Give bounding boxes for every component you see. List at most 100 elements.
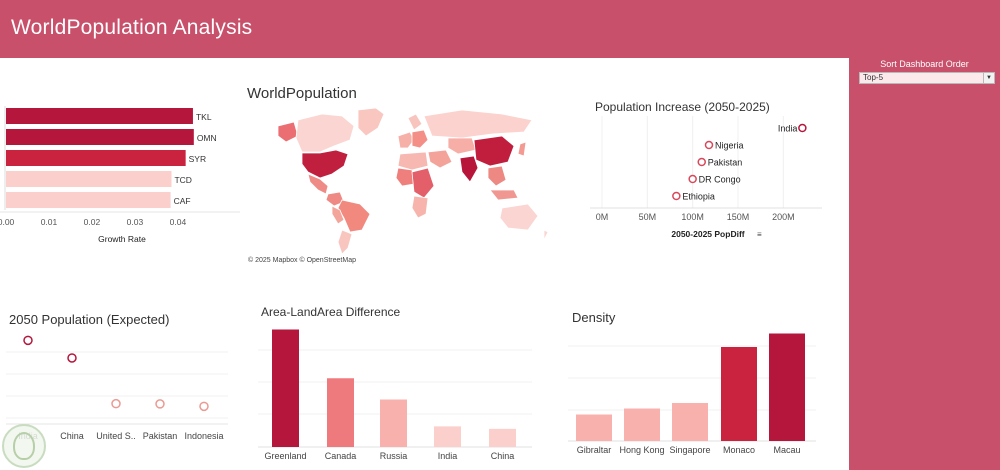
map-country-peru	[331, 205, 345, 225]
increase-x-tick: 100M	[681, 212, 704, 222]
map-country-scandinavia	[407, 113, 423, 131]
growth-x-tick: 0.00	[0, 217, 15, 227]
area-x-tick: China	[491, 451, 515, 461]
area-bar	[272, 329, 299, 447]
density-title: Density	[572, 310, 616, 325]
density-bar	[576, 414, 612, 441]
growth-x-label: Growth Rate	[98, 234, 146, 244]
map-country-central-africa	[411, 167, 435, 199]
growth-bar	[6, 129, 194, 145]
map-country-india	[459, 155, 479, 183]
chevron-down-icon[interactable]: ▼	[983, 73, 994, 83]
map-country-colombia	[325, 191, 345, 207]
increase-point-label: Pakistan	[708, 158, 743, 168]
increase-point-label: DR Congo	[699, 175, 741, 185]
growth-bar	[6, 150, 186, 166]
map-country-north-africa	[397, 151, 429, 171]
map-country-indonesia	[489, 189, 519, 201]
map-country-greenland	[357, 107, 385, 137]
map-country-usa	[301, 149, 349, 179]
map-country-argentina	[337, 229, 353, 255]
map-country-china	[473, 135, 515, 167]
density-x-tick: Macau	[773, 445, 800, 455]
pop2050-title: 2050 Population (Expected)	[9, 312, 170, 327]
area-x-tick: India	[438, 451, 458, 461]
growth-x-tick: 0.02	[84, 217, 101, 227]
increase-point	[704, 140, 714, 150]
map-attribution: © 2025 Mapbox © OpenStreetMap	[248, 257, 356, 264]
increase-point-label: Ethiopia	[682, 192, 715, 202]
increase-point	[798, 123, 807, 133]
growth-bar-label: OMN	[197, 133, 217, 143]
growth-x-tick: 0.03	[127, 217, 144, 227]
pop2050-point	[23, 335, 33, 346]
map-country-europe-east	[411, 129, 429, 149]
pop2050-point	[67, 353, 77, 363]
increase-point	[688, 174, 697, 184]
increase-x-tick: 200M	[772, 212, 795, 222]
increase-point-label: Nigeria	[715, 141, 744, 151]
density-x-tick: Singapore	[669, 445, 710, 455]
sort-icon: ≡	[757, 230, 762, 239]
pop2050-x-tick: China	[60, 431, 84, 441]
map-country-europe-west	[397, 131, 415, 149]
map-country-japan	[517, 141, 527, 157]
growth-bar	[6, 192, 171, 208]
density-bar	[672, 403, 708, 441]
sort-dropdown-value: Top-5	[863, 73, 884, 82]
increase-point-label: India	[778, 124, 798, 134]
density-x-tick: Gibraltar	[577, 445, 612, 455]
map-country-middle-east	[427, 149, 453, 169]
map-country-west-africa	[395, 167, 415, 187]
increase-point	[697, 157, 706, 167]
watermark-logo	[2, 424, 46, 468]
map-country-canada	[295, 113, 355, 153]
pop2050-x-tick: Pakistan	[143, 431, 178, 441]
map-country-central-asia	[447, 137, 477, 155]
growth-x-tick: 0.04	[170, 217, 187, 227]
increase-x-tick: 0M	[596, 212, 609, 222]
density-bar	[721, 347, 757, 441]
sidebar-panel: Sort Dashboard Order Top-5 ▼	[849, 58, 1000, 470]
area-bar	[434, 426, 461, 447]
map-country-mexico	[307, 173, 329, 195]
sort-dropdown[interactable]: Top-5 ▼	[859, 72, 995, 84]
map-country-new-zealand	[543, 229, 549, 241]
map-country-south-africa	[411, 195, 429, 219]
pop2050-point	[155, 399, 165, 409]
map-country-alaska	[277, 121, 299, 143]
growth-bar-label: SYR	[189, 154, 206, 164]
pop2050-point	[199, 401, 209, 412]
map-countries	[277, 107, 549, 255]
map-title: WorldPopulation	[247, 85, 357, 102]
density-x-tick: Monaco	[723, 445, 755, 455]
increase-title: Population Increase (2050-2025)	[595, 100, 770, 114]
growth-rate-chart[interactable]: TKL OMN SYR TCD CAF 0.00 0.01 0.02 0.03 0.04 Growt…	[0, 100, 240, 260]
map-country-australia	[499, 203, 539, 231]
pop2050-x-tick: United S..	[96, 431, 136, 441]
increase-x-label: 2050-2025 PopDiff	[671, 229, 744, 239]
map-country-russia	[423, 109, 533, 139]
area-x-tick: Greenland	[264, 451, 306, 461]
dashboard-title: WorldPopulation Analysis	[11, 16, 253, 39]
area-bar	[327, 378, 354, 447]
sort-label: Sort Dashboard Order	[880, 59, 969, 69]
growth-bar-label: TCD	[174, 175, 191, 185]
growth-bar-label: TKL	[196, 112, 212, 122]
map-country-se-asia	[487, 165, 507, 187]
growth-bar	[6, 171, 172, 187]
pop2050-x-tick: Indonesia	[184, 431, 223, 441]
increase-x-tick: 150M	[727, 212, 750, 222]
population-increase-chart[interactable]: India Nigeria Pakistan DR Congo Ethiopia 0M 50…	[590, 116, 830, 244]
area-difference-chart[interactable]: Greenland Canada Russia India China	[256, 322, 536, 465]
increase-x-tick: 50M	[639, 212, 657, 222]
growth-bar	[6, 108, 193, 124]
world-map[interactable]	[262, 106, 552, 256]
density-chart[interactable]: Gibraltar Hong Kong Singapore Monaco Macau	[566, 326, 826, 460]
pop2050-point	[111, 398, 121, 409]
area-x-tick: Canada	[325, 451, 357, 461]
area-bar	[380, 399, 407, 447]
area-x-tick: Russia	[380, 451, 408, 461]
density-bar	[769, 333, 805, 441]
